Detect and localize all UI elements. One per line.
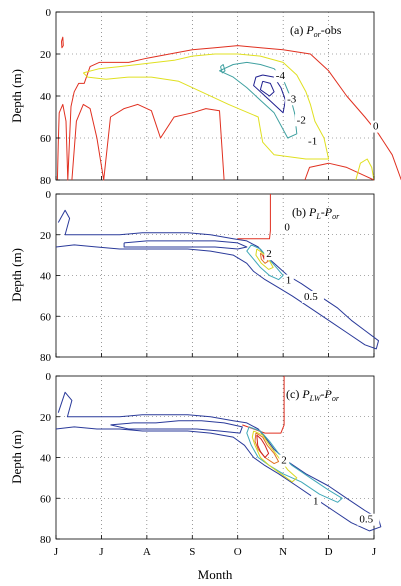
panel-a-contour xyxy=(259,80,275,97)
panel-b-contour xyxy=(123,240,248,250)
panel-c-contour xyxy=(110,420,243,434)
panel-b-contour-label-bg xyxy=(264,248,275,261)
panel-a-contour xyxy=(355,158,375,181)
panel-c-depth-tick-label: 40 xyxy=(40,453,52,465)
month-tick-label: S xyxy=(189,546,195,558)
panel-a-contour xyxy=(71,103,225,181)
panel-b-contour-label-bg xyxy=(283,274,294,287)
panel-c-contour-labels: 210.5 xyxy=(279,454,380,526)
month-tick-label: N xyxy=(279,546,287,558)
month-tick-label: J xyxy=(54,546,59,558)
panel-a-contour xyxy=(56,45,401,181)
panel-a-contour xyxy=(253,74,286,114)
panel-c-contour xyxy=(246,426,343,503)
panel-b-title: (b) PL-Por xyxy=(292,205,340,221)
panel-a-contour-label-bg xyxy=(294,114,311,127)
panel-c-depth-tick-label: 0 xyxy=(46,371,52,383)
panel-a-contour xyxy=(82,53,330,160)
panel-b-contour-label: 0 xyxy=(284,222,290,234)
panel-c-depth-tick-label: 60 xyxy=(40,493,52,505)
panel-c-depth-tick-label: 80 xyxy=(40,534,52,546)
panel-b-contour xyxy=(55,209,379,350)
panel-c-contour xyxy=(256,434,270,458)
month-tick-label: D xyxy=(325,546,333,558)
panel-b-contour-label: 1 xyxy=(286,275,292,287)
panel-a-contour-label-bg xyxy=(285,93,302,106)
panel-a-contour-label-bg xyxy=(306,135,323,148)
panel-a-title: (a) Por-obs xyxy=(290,23,342,39)
panel-a-depth-tick-label: 20 xyxy=(40,49,52,61)
panel-a-contour xyxy=(304,162,375,181)
month-tick-label: J xyxy=(372,546,377,558)
panel-a-depth-ticks: 0 20 40 60 80 xyxy=(40,7,375,187)
y-axis-label-c: Depth (m) xyxy=(9,430,24,484)
panel-a-contour-label: -3 xyxy=(287,93,297,105)
panel-a-contour-label: -1 xyxy=(308,135,317,147)
panel-a-contour-label-bg xyxy=(273,70,290,83)
x-axis-label: Month xyxy=(198,567,233,582)
month-tick-label: A xyxy=(143,546,151,558)
panel-b-depth-tick-label: 80 xyxy=(40,352,52,364)
y-axis-label-b: Depth (m) xyxy=(9,248,24,302)
panel-b-depth-tick-label: 20 xyxy=(40,230,52,242)
panel-c-contour-label-bg xyxy=(311,495,322,508)
panel-c-title: (c) PLW-Por xyxy=(286,387,340,403)
panel-b-depth-tick-label: 60 xyxy=(40,311,52,323)
panel-b-depth-tick-label: 0 xyxy=(46,189,52,201)
panel-b-contour-label: 2 xyxy=(266,248,272,260)
month-tick-label: O xyxy=(234,546,242,558)
y-axis-label-a: Depth (m) xyxy=(9,69,24,123)
panel-a-depth-tick-label: 80 xyxy=(40,175,52,187)
panel-a-contour-label: -4 xyxy=(276,70,286,82)
panel-b-depth-tick-label: 40 xyxy=(40,271,52,283)
panel-b-contour-labels: 0 2 1 0.5 xyxy=(264,221,324,303)
panel-b-contours xyxy=(55,194,379,350)
panel-b: 0 2 1 0.5 0 20 40 60 80 (b) PL-Por xyxy=(40,189,379,364)
panel-c-contour-label-bg xyxy=(279,454,290,467)
panel-a-depth-tick-label: 60 xyxy=(40,133,52,145)
panel-a-contour-label: -2 xyxy=(297,114,306,126)
panel-a-grid xyxy=(56,12,374,180)
panel-c-contour xyxy=(251,430,298,483)
panel-c-depth-ticks: 0 20 40 60 80 xyxy=(40,371,375,546)
panel-a-contours xyxy=(56,36,401,181)
panel-a-depth-tick-label: 0 xyxy=(46,7,52,19)
panel-a-contour-label-bg xyxy=(371,120,381,133)
panel-c-depth-tick-label: 20 xyxy=(40,412,52,424)
panel-c-contour xyxy=(55,391,382,532)
panel-b-contour-label: 0.5 xyxy=(304,291,318,303)
month-tick-label: J xyxy=(99,546,104,558)
panel-c-contour-label: 2 xyxy=(281,455,287,467)
panel-a-contour-labels: -4-3-2-1 0 xyxy=(273,70,381,148)
panel-a: -4-3-2-1 0 0 20 40 60 80 (a) Por-obs xyxy=(40,7,401,187)
panel-b-contour xyxy=(237,194,271,240)
panel-c-contour-label-bg xyxy=(357,513,380,526)
panel-c-contours xyxy=(55,376,382,532)
panel-a-contour xyxy=(61,36,64,49)
panel-b-contour xyxy=(255,248,274,270)
panel-b-contour-label-bg xyxy=(282,221,293,234)
panel-c-contour xyxy=(254,432,280,465)
panel-a-depth-tick-label: 40 xyxy=(40,91,52,103)
panel-c-contour-label: 0.5 xyxy=(359,514,373,526)
panel-c-contour xyxy=(242,376,285,434)
panel-a-contour xyxy=(220,64,226,74)
panel-c-contour-label: 1 xyxy=(313,495,319,507)
panel-b-contour-label-bg xyxy=(301,290,324,303)
panel-a-contour-label: 0 xyxy=(373,121,379,133)
panel-a-frame xyxy=(55,11,375,181)
